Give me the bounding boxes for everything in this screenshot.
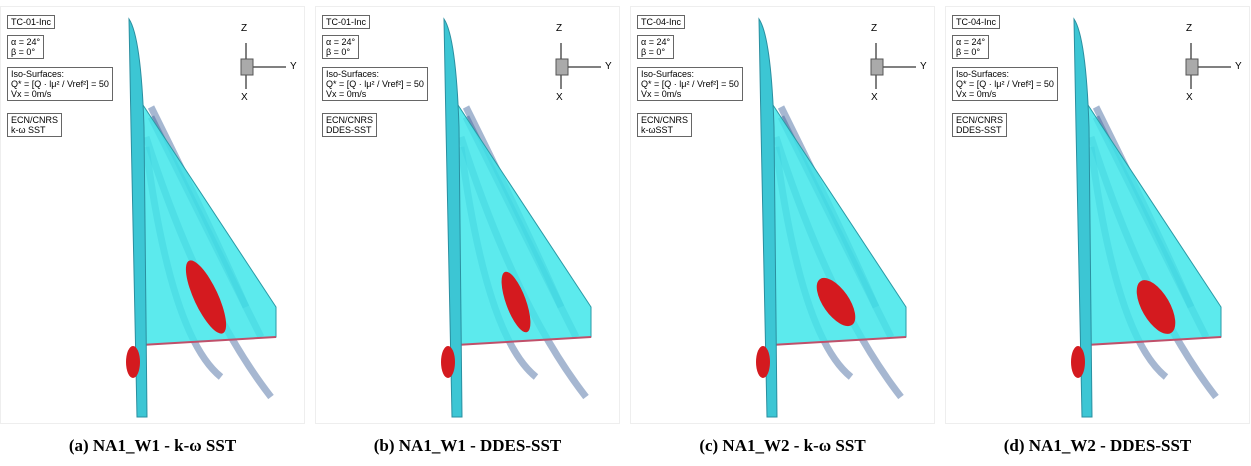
panel: Z Y X TC-01-Inc α = 24°β = 0° Iso-Surfaces:Q*… [0,0,305,466]
org: ECN/CNRS [11,115,58,125]
flow-box: α = 24°β = 0° [637,35,674,59]
axis-body [1186,59,1198,75]
org: ECN/CNRS [641,115,688,125]
nose-vortex [756,346,770,378]
axis-label: X [241,92,248,103]
case: TC-04-Inc [641,17,681,27]
nose-vortex [126,346,140,378]
case: TC-01-Inc [326,17,366,27]
panel: Z Y X TC-01-Inc α = 24°β = 0° Iso-Surfaces:Q*… [315,0,620,466]
beta: β = 0° [956,47,985,57]
alpha: α = 24° [326,37,355,47]
alpha: α = 24° [11,37,40,47]
flow-box: α = 24°β = 0° [952,35,989,59]
iso-box: Iso-Surfaces:Q* = [Q · lμ² / Vref²] = 50… [322,67,428,101]
axis-label: Y [920,61,927,72]
alpha: α = 24° [956,37,985,47]
axis-label: Z [241,23,247,34]
case: TC-04-Inc [956,17,996,27]
method: k-ω SST [11,125,58,135]
iso-vx: Vx = 0m/s [956,89,1054,99]
caption: (c) NA1_W2 - k-ω SST [630,436,935,456]
iso-formula: Q* = [Q · lμ² / Vref²] = 50 [11,79,109,89]
iso-box: Iso-Surfaces:Q* = [Q · lμ² / Vref²] = 50… [637,67,743,101]
method: k-ωSST [641,125,688,135]
case-box: TC-01-Inc [7,15,55,29]
beta: β = 0° [326,47,355,57]
alpha: α = 24° [641,37,670,47]
method: DDES-SST [326,125,373,135]
iso-formula: Q* = [Q · lμ² / Vref²] = 50 [326,79,424,89]
render: Z Y X TC-01-Inc α = 24°β = 0° Iso-Surfaces:Q*… [0,6,305,424]
axis-label: Y [605,61,612,72]
caption: (d) NA1_W2 - DDES-SST [945,436,1250,456]
axis-body [556,59,568,75]
caption: (b) NA1_W1 - DDES-SST [315,436,620,456]
panel: Z Y X TC-04-Inc α = 24°β = 0° Iso-Surfaces:Q*… [945,0,1250,466]
axis-label: Y [1235,61,1242,72]
nose-vortex [441,346,455,378]
case-box: TC-04-Inc [637,15,685,29]
axis-body [871,59,883,75]
iso-title: Iso-Surfaces: [641,69,739,79]
iso-title: Iso-Surfaces: [956,69,1054,79]
flow-box: α = 24°β = 0° [322,35,359,59]
iso-box: Iso-Surfaces:Q* = [Q · lμ² / Vref²] = 50… [952,67,1058,101]
render: Z Y X TC-01-Inc α = 24°β = 0° Iso-Surfaces:Q*… [315,6,620,424]
axis-label: X [1186,92,1193,103]
figure: (() => { const data = JSON.parse(documen… [0,0,1251,466]
iso-vx: Vx = 0m/s [326,89,424,99]
axis-body [241,59,253,75]
render: Z Y X TC-04-Inc α = 24°β = 0° Iso-Surfaces:Q*… [630,6,935,424]
case-box: TC-01-Inc [322,15,370,29]
axis-label: Z [871,23,877,34]
case-box: TC-04-Inc [952,15,1000,29]
method: DDES-SST [956,125,1003,135]
iso-formula: Q* = [Q · lμ² / Vref²] = 50 [641,79,739,89]
axis-label: X [871,92,878,103]
iso-vx: Vx = 0m/s [11,89,109,99]
iso-vx: Vx = 0m/s [641,89,739,99]
caption: (a) NA1_W1 - k-ω SST [0,436,305,456]
panel: Z Y X TC-04-Inc α = 24°β = 0° Iso-Surfaces:Q*… [630,0,935,466]
axis-label: Z [1186,23,1192,34]
axis-label: X [556,92,563,103]
nose-vortex [1071,346,1085,378]
flow-box: α = 24°β = 0° [7,35,44,59]
render: Z Y X TC-04-Inc α = 24°β = 0° Iso-Surfaces:Q*… [945,6,1250,424]
case: TC-01-Inc [11,17,51,27]
beta: β = 0° [641,47,670,57]
org: ECN/CNRS [956,115,1003,125]
org: ECN/CNRS [326,115,373,125]
axis-label: Z [556,23,562,34]
iso-formula: Q* = [Q · lμ² / Vref²] = 50 [956,79,1054,89]
beta: β = 0° [11,47,40,57]
iso-box: Iso-Surfaces:Q* = [Q · lμ² / Vref²] = 50… [7,67,113,101]
axis-label: Y [290,61,297,72]
iso-title: Iso-Surfaces: [11,69,109,79]
iso-title: Iso-Surfaces: [326,69,424,79]
